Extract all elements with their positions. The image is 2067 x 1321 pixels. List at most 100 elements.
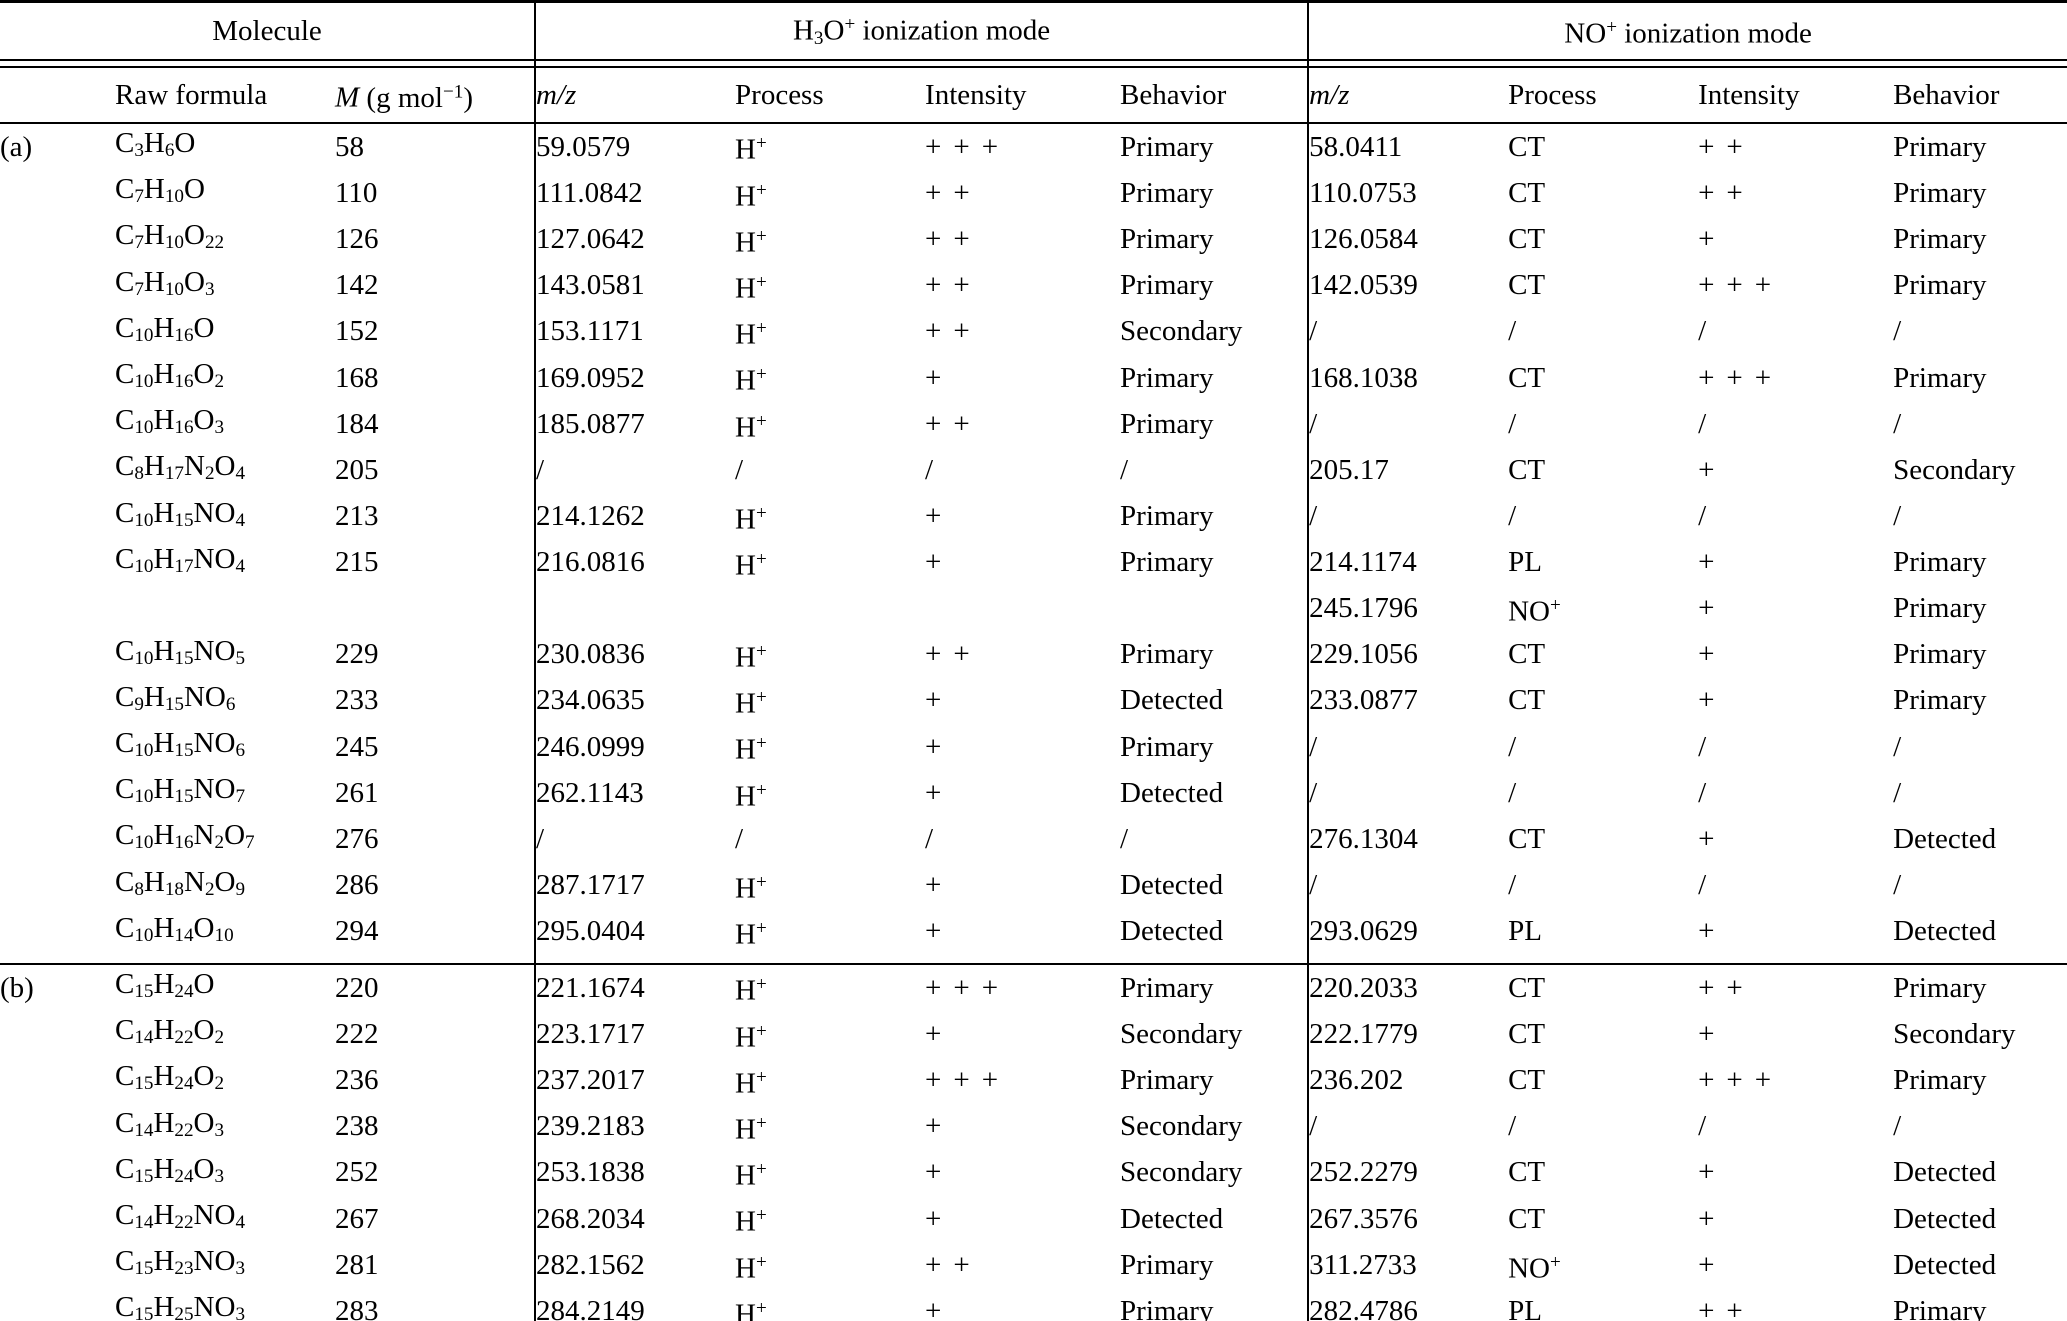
cell-raw-formula: C10H16N2O7 (115, 819, 255, 854)
cell-no-intensity: + (1698, 915, 1727, 948)
cell-h3o-intensity: + (925, 776, 954, 809)
cell-h3o-behavior: Primary (1120, 1295, 1214, 1321)
cell-no-intensity: ++ (1698, 1295, 1755, 1321)
rule-segment (534, 955, 1309, 966)
cell-raw-formula (115, 586, 335, 632)
cell-h3o-behavior: Detected (1120, 776, 1224, 809)
h3o-mz-header: m/z (534, 67, 736, 124)
section-label (0, 632, 115, 678)
cell-no-intensity: ++ (1698, 130, 1755, 163)
double-rule (0, 59, 2067, 68)
table-header: Molecule H3O+ ionization mode NO+ ioniza… (0, 1, 2067, 124)
cell-molar-mass: 220 (335, 971, 379, 1004)
cell-no-process: CT (1508, 1064, 1546, 1097)
section-label (0, 586, 115, 632)
cell-no-mz: / (1307, 770, 1509, 817)
table-row: C14H22NO4 267 268.2034 H+ + Detected 267.3576 C… (0, 1196, 2067, 1243)
h3o-intensity-header: Intensity (925, 67, 1121, 124)
table-row: C10H16N2O7 276// //276.1304 CT + Detected (0, 816, 2067, 863)
section-label (0, 540, 115, 586)
section-label (0, 355, 115, 401)
no-behavior-header: Behavior (1893, 67, 2067, 124)
cell-h3o-behavior: Secondary (1120, 1156, 1243, 1189)
cell-h3o-behavior: Primary (1120, 407, 1214, 440)
cell-h3o-intensity: + (925, 1017, 954, 1050)
cell-no-process: NO+ (1508, 595, 1561, 628)
section-label (0, 401, 115, 447)
cell-no-mz: / (1307, 308, 1509, 356)
table-row: C15H25NO3 283 284.2149 H+ + Primary 282.4786 PL… (0, 1288, 2067, 1321)
cell-h3o-behavior: Primary (1120, 1248, 1214, 1281)
cell-raw-formula: C8H18N2O9 (115, 865, 246, 900)
cell-raw-formula: C9H15NO6 (115, 680, 236, 715)
cell-no-process: / (1508, 730, 1517, 763)
cell-no-intensity: + (1698, 823, 1727, 855)
cell-no-behavior: Primary (1893, 1295, 1987, 1321)
cell-raw-formula: C10H15NO5 (115, 634, 245, 669)
cell-h3o-behavior: Primary (1120, 971, 1214, 1004)
cell-raw-formula: C15H24O (115, 968, 215, 1003)
section-label (0, 1196, 115, 1242)
cell-h3o-intensity: + (925, 915, 954, 948)
cell-molar-mass: 276 (335, 823, 379, 855)
cell-no-intensity: + (1698, 454, 1727, 487)
cell-h3o-process: H+ (735, 1159, 767, 1192)
cell-no-mz: 205.17 (1307, 447, 1509, 494)
cell-h3o-process: H+ (735, 179, 767, 213)
cell-h3o-mz (534, 586, 736, 632)
cell-h3o-mz: 223.1717 (534, 1011, 736, 1058)
cell-molar-mass: 58 (335, 130, 364, 163)
cell-h3o-mz: 185.0877 (534, 401, 736, 448)
cell-raw-formula: C10H16O3 (115, 404, 225, 439)
cell-h3o-mz: 239.2183 (534, 1103, 736, 1150)
cell-no-intensity: + (1698, 1248, 1727, 1281)
cell-no-behavior: Primary (1893, 130, 1987, 163)
cell-h3o-intensity: / (925, 454, 946, 487)
cell-raw-formula: C8H17N2O4 (115, 450, 246, 485)
cell-molar-mass: 283 (335, 1295, 379, 1321)
cell-no-intensity: / (1698, 1110, 1719, 1143)
cell-no-mz: 229.1056 (1307, 631, 1509, 678)
table-row: C14H22O3 238 239.2183 H+ + Secondary / / / / (0, 1103, 2067, 1150)
cell-h3o-intensity: / (925, 823, 946, 855)
cell-h3o-process: H+ (735, 640, 767, 674)
cell-h3o-intensity: +++ (925, 130, 1011, 163)
section-label (0, 263, 115, 309)
section-label (0, 216, 115, 262)
cell-h3o-behavior: Secondary (1120, 315, 1243, 348)
cell-no-intensity: + (1698, 1156, 1727, 1189)
cell-h3o-mz: 216.0816 (534, 539, 736, 587)
cell-h3o-intensity: +++ (925, 971, 1011, 1004)
cell-molar-mass: 233 (335, 684, 379, 717)
cell-h3o-mz: 234.0635 (534, 677, 736, 724)
section-label (0, 1104, 115, 1150)
cell-no-behavior: / (1893, 1110, 1902, 1143)
cell-no-behavior: Detected (1893, 823, 1997, 855)
cell-no-behavior: Secondary (1893, 1017, 2016, 1050)
cell-no-process: CT (1508, 454, 1546, 487)
molecule-group-header: Molecule (212, 14, 322, 47)
table-row: C7H10O3 142 143.0581 H+ ++ Primary 142.0539 CT +… (0, 262, 2067, 309)
cell-no-behavior: Primary (1893, 971, 1987, 1004)
no-group-header: NO+ ionization mode (1307, 1, 2067, 60)
cell-molar-mass: 229 (335, 638, 379, 671)
cell-no-process: CT (1508, 1017, 1546, 1050)
cell-no-mz: 236.202 (1307, 1057, 1509, 1104)
cell-no-mz: 293.0629 (1307, 908, 1509, 956)
cell-h3o-process: H+ (735, 1297, 767, 1321)
cell-h3o-intensity: + (925, 1295, 954, 1321)
cell-raw-formula: C3H6O (115, 127, 196, 162)
cell-no-intensity: + (1698, 1017, 1727, 1050)
cell-no-intensity: ++ (1698, 176, 1755, 209)
cell-no-mz: 245.1796 (1307, 586, 1509, 632)
cell-molar-mass: 238 (335, 1110, 379, 1143)
cell-no-mz: 267.3576 (1307, 1196, 1509, 1243)
h3o-group-header: H3O+ ionization mode (534, 1, 1309, 60)
section-label (0, 816, 115, 862)
cell-h3o-behavior: Detected (1120, 684, 1224, 717)
cell-no-behavior: Primary (1893, 269, 1987, 302)
cell-h3o-mz: 253.1838 (534, 1149, 736, 1197)
cell-no-mz: 233.0877 (1307, 677, 1509, 724)
cell-h3o-mz: 221.1674 (534, 964, 736, 1012)
cell-no-intensity: +++ (1698, 269, 1784, 302)
